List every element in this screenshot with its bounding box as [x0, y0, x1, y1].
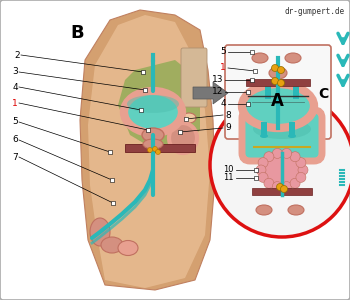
- Polygon shape: [80, 10, 215, 290]
- Ellipse shape: [252, 53, 268, 63]
- Ellipse shape: [260, 152, 304, 188]
- Polygon shape: [118, 60, 200, 150]
- Text: 7: 7: [12, 152, 18, 161]
- Circle shape: [296, 172, 306, 182]
- Circle shape: [296, 158, 306, 168]
- Circle shape: [282, 182, 292, 192]
- Ellipse shape: [264, 82, 272, 86]
- Text: 1: 1: [12, 98, 18, 107]
- Ellipse shape: [285, 53, 301, 63]
- Circle shape: [258, 158, 268, 168]
- Circle shape: [153, 146, 158, 152]
- Ellipse shape: [143, 139, 163, 149]
- Text: 8: 8: [225, 110, 231, 119]
- Circle shape: [278, 67, 285, 73]
- Ellipse shape: [127, 95, 179, 113]
- Circle shape: [258, 172, 268, 182]
- FancyBboxPatch shape: [181, 48, 207, 107]
- Circle shape: [256, 165, 266, 175]
- Ellipse shape: [260, 134, 268, 138]
- Circle shape: [272, 64, 279, 71]
- Circle shape: [278, 80, 285, 86]
- Polygon shape: [193, 82, 228, 104]
- Circle shape: [264, 178, 274, 188]
- Text: 4: 4: [220, 100, 226, 109]
- Ellipse shape: [142, 128, 164, 142]
- Circle shape: [272, 77, 279, 85]
- Text: dr-gumpert.de: dr-gumpert.de: [285, 7, 345, 16]
- Text: 11: 11: [224, 173, 234, 182]
- Ellipse shape: [288, 205, 304, 215]
- Text: 13: 13: [211, 76, 223, 85]
- Ellipse shape: [269, 67, 287, 79]
- Circle shape: [147, 148, 153, 152]
- Text: 5: 5: [220, 47, 226, 56]
- Text: 5: 5: [12, 118, 18, 127]
- Circle shape: [272, 148, 282, 158]
- Ellipse shape: [292, 82, 300, 86]
- Ellipse shape: [118, 241, 138, 256]
- Circle shape: [290, 152, 300, 162]
- Ellipse shape: [288, 134, 296, 138]
- Bar: [265, 85, 271, 99]
- Text: A: A: [271, 92, 284, 110]
- Ellipse shape: [242, 84, 314, 128]
- Text: C: C: [318, 87, 328, 101]
- Ellipse shape: [256, 205, 272, 215]
- Ellipse shape: [170, 117, 186, 129]
- Circle shape: [280, 185, 287, 193]
- Ellipse shape: [169, 123, 197, 153]
- Ellipse shape: [101, 237, 123, 253]
- Circle shape: [264, 152, 274, 162]
- Text: 6: 6: [12, 136, 18, 145]
- Text: 1: 1: [220, 64, 226, 73]
- Circle shape: [210, 93, 350, 237]
- Text: B: B: [70, 24, 84, 42]
- FancyBboxPatch shape: [225, 45, 331, 139]
- Ellipse shape: [253, 119, 311, 139]
- Bar: [261, 122, 267, 136]
- FancyBboxPatch shape: [242, 110, 322, 161]
- Circle shape: [290, 178, 300, 188]
- Bar: [289, 122, 295, 136]
- Text: 9: 9: [225, 124, 231, 133]
- Text: 12: 12: [212, 88, 223, 97]
- Circle shape: [272, 182, 282, 192]
- Circle shape: [298, 165, 308, 175]
- Text: 3: 3: [12, 68, 18, 76]
- Circle shape: [282, 148, 292, 158]
- Ellipse shape: [182, 113, 196, 123]
- Circle shape: [276, 184, 284, 190]
- Text: 4: 4: [12, 82, 18, 91]
- Bar: [246, 79, 310, 86]
- Text: 2: 2: [14, 50, 20, 59]
- Polygon shape: [88, 15, 210, 288]
- Text: 10: 10: [224, 166, 234, 175]
- Circle shape: [155, 149, 161, 154]
- Bar: [125, 144, 195, 152]
- Ellipse shape: [124, 91, 182, 133]
- Bar: [293, 85, 299, 99]
- Ellipse shape: [90, 218, 110, 246]
- Bar: [252, 188, 312, 195]
